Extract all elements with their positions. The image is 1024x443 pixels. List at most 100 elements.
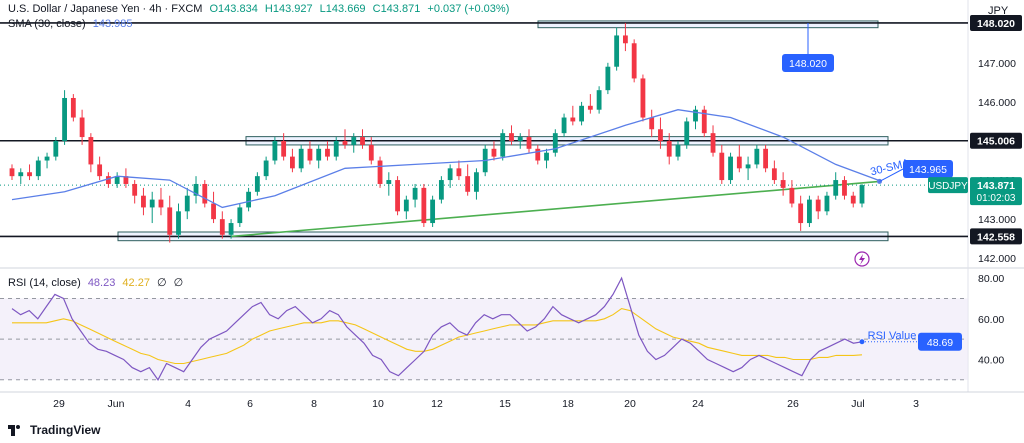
sma-callout-value: 143.965	[909, 164, 947, 176]
rsi-extra-2: ∅	[173, 277, 184, 289]
candle	[622, 35, 628, 44]
time-tick-label: 15	[499, 398, 511, 410]
lightning-glyph	[859, 254, 865, 265]
candle	[675, 144, 681, 157]
candle	[587, 105, 593, 110]
candle	[517, 137, 523, 141]
candle	[141, 195, 146, 208]
legend-main: U.S. Dollar / Japanese Yen · 4h · FXCM O…	[8, 3, 513, 15]
candle	[754, 148, 760, 165]
candle	[561, 117, 567, 134]
candle	[290, 156, 295, 169]
candle	[219, 219, 225, 235]
candle	[798, 203, 804, 224]
rsi-tick-label: 40.00	[978, 354, 1004, 366]
tradingview-logo-text: TradingView	[30, 423, 101, 437]
time-tick-label: Jun	[108, 398, 125, 410]
candle	[649, 117, 655, 130]
candle	[771, 168, 777, 181]
rsi-tick-label: 60.00	[978, 314, 1004, 326]
candle	[614, 35, 620, 67]
candle	[658, 129, 663, 141]
low-level-label-box	[970, 228, 1022, 245]
rsi-value-box	[918, 332, 962, 351]
legend-rsi: RSI (14, close) 48.23 42.27 ∅ ∅	[8, 276, 187, 289]
symbol-tag: USDJPY	[928, 181, 968, 192]
candle	[736, 156, 742, 169]
candle	[579, 105, 584, 122]
price-tick-label: 142.000	[978, 253, 1016, 265]
candle	[491, 148, 497, 157]
high-value: H143.927	[264, 3, 313, 15]
rsi-extra-1: ∅	[157, 277, 167, 289]
candle	[176, 211, 181, 235]
rsi-value: 48.23	[87, 277, 116, 289]
candle	[824, 195, 830, 212]
rsi-line	[11, 276, 863, 381]
sma-callout-connector	[879, 168, 904, 182]
candle	[552, 133, 558, 153]
candle	[430, 199, 436, 224]
candle	[377, 160, 383, 184]
candle	[509, 133, 514, 141]
candle	[70, 97, 76, 118]
candle	[35, 160, 41, 177]
candle	[465, 176, 471, 192]
candle	[123, 176, 129, 184]
candle	[710, 133, 716, 153]
mid-level-label-box	[970, 132, 1022, 149]
sma-value: 143.985	[92, 18, 133, 30]
candle	[544, 152, 549, 161]
symbol-tag-box	[928, 177, 968, 194]
time-tick-label: 26	[787, 398, 799, 410]
candle	[684, 121, 690, 145]
candle	[263, 160, 269, 177]
candle	[114, 176, 120, 184]
candle	[132, 183, 138, 196]
candle	[272, 140, 278, 161]
candle	[789, 187, 795, 204]
rsi-ma-value: 42.27	[122, 277, 150, 289]
candle	[780, 180, 786, 188]
candle	[53, 140, 59, 157]
candle	[500, 133, 506, 157]
candle	[298, 148, 304, 169]
time-tick-label: 3	[913, 398, 919, 410]
candle	[842, 180, 847, 196]
price-axis: 148.000147.000146.000145.000144.000143.0…	[928, 5, 1022, 366]
sma-line	[11, 109, 880, 209]
candle	[412, 187, 418, 200]
low-value: L143.669	[319, 3, 366, 15]
time-tick-label: 24	[692, 398, 704, 410]
price-tick-label: 146.000	[978, 97, 1016, 109]
countdown-label: 01:02:03	[977, 193, 1016, 204]
rsi-value-label: 48.69	[927, 337, 953, 349]
candle	[728, 156, 733, 181]
time-tick-label: 18	[562, 398, 574, 410]
candle	[342, 140, 348, 145]
candle	[281, 140, 287, 157]
tradingview-logo[interactable]: TradingView	[8, 423, 100, 437]
candle	[62, 97, 67, 141]
candle	[535, 148, 541, 161]
sma-callout-box	[903, 160, 953, 178]
candle	[833, 180, 839, 196]
candle	[526, 137, 532, 149]
change-value: +0.037 (+0.03%)	[427, 3, 510, 15]
candle	[447, 168, 453, 181]
candle	[666, 140, 672, 157]
candle	[763, 148, 769, 169]
rsi-pane: RSI Value 48.69	[0, 276, 968, 381]
candle	[719, 152, 725, 181]
mid-level-label: 145.006	[977, 136, 1015, 148]
open-value: O143.834	[209, 3, 258, 15]
candle	[631, 43, 637, 79]
time-tick-label: 12	[431, 398, 443, 410]
time-tick-label: 20	[624, 398, 636, 410]
time-tick-label: 10	[372, 398, 384, 410]
candle	[158, 199, 164, 208]
candle	[570, 117, 576, 122]
candle	[211, 203, 216, 220]
